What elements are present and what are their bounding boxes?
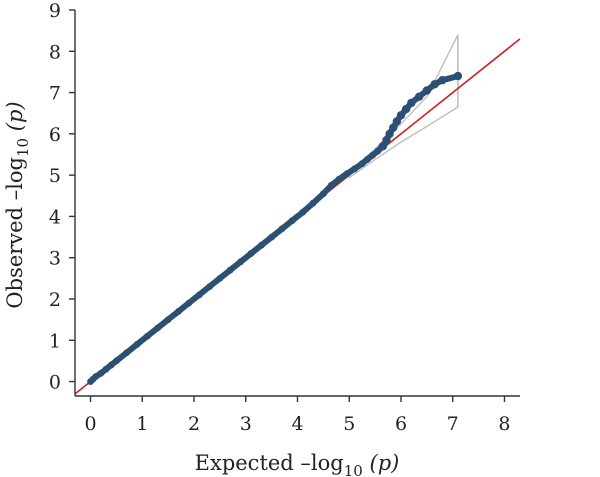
- axes: 0 1 2 3 4 5 6 7 8 0 1 2 3 4 5 6 7 8 9: [49, 0, 520, 435]
- data-point: [92, 373, 100, 380]
- x-axis-label: Expected –log10 (p): [195, 451, 400, 477]
- data-point: [369, 151, 376, 159]
- x-tick-label: 1: [136, 413, 148, 435]
- data-point: [385, 129, 394, 139]
- y-tick-label: 5: [49, 165, 61, 187]
- data-point: [107, 361, 115, 369]
- data-point: [389, 123, 398, 132]
- y-tick-label: 3: [49, 248, 61, 270]
- data-point: [396, 111, 406, 120]
- data-point: [374, 147, 382, 155]
- x-tick-label: 4: [291, 413, 303, 435]
- y-tick-label: 1: [49, 330, 61, 352]
- data-point: [438, 75, 447, 85]
- data-point: [351, 165, 358, 173]
- x-tick-label: 0: [84, 413, 96, 435]
- data-point: [278, 225, 286, 233]
- x-tick-label: 6: [395, 413, 407, 435]
- y-tick-label: 6: [49, 124, 61, 146]
- data-point: [299, 208, 307, 216]
- data-point: [195, 291, 203, 299]
- data-point: [257, 241, 265, 249]
- y-tick-label: 0: [49, 372, 61, 394]
- data-point: [378, 142, 388, 151]
- data-point: [237, 258, 244, 266]
- data-point: [112, 357, 120, 365]
- data-point: [123, 349, 131, 357]
- y-tick-label: 9: [49, 0, 61, 22]
- data-point: [407, 98, 416, 108]
- data-point: [268, 233, 276, 241]
- data-point: [414, 92, 424, 101]
- y-tick-label: 2: [49, 289, 61, 311]
- data-point: [363, 156, 371, 163]
- data-point: [422, 86, 432, 95]
- data-point: [309, 199, 317, 207]
- x-tick-label: 8: [498, 413, 510, 435]
- data-point: [144, 332, 151, 340]
- x-tick-label: 2: [188, 413, 200, 435]
- data-point: [358, 160, 366, 167]
- data-point: [206, 283, 213, 290]
- x-tick-label: 3: [240, 413, 252, 435]
- data-point: [392, 117, 402, 126]
- data-point: [185, 299, 193, 307]
- data-point: [216, 274, 224, 282]
- data-point: [133, 340, 141, 348]
- data-point: [154, 324, 162, 332]
- data-point: [327, 182, 335, 189]
- y-tick-label: 4: [49, 206, 61, 228]
- data-point: [288, 217, 296, 224]
- data-point: [226, 266, 234, 274]
- data-point: [453, 71, 463, 81]
- x-tick-label: 7: [447, 413, 459, 435]
- data-point: [430, 80, 439, 89]
- x-tick-label: 5: [343, 413, 355, 435]
- y-tick-label: 8: [49, 41, 61, 63]
- data-point: [382, 135, 391, 145]
- data-point: [102, 365, 110, 373]
- y-axis-label: Observed –log10 (p): [3, 101, 32, 308]
- points-group: [87, 71, 463, 385]
- data-point: [164, 316, 172, 324]
- data-point: [247, 250, 255, 257]
- data-point: [175, 307, 182, 315]
- y-tick-label: 7: [49, 83, 61, 105]
- data-point: [319, 190, 327, 198]
- data-point: [401, 104, 411, 114]
- data-point: [343, 170, 351, 178]
- data-point: [335, 175, 343, 183]
- data-point: [97, 369, 105, 377]
